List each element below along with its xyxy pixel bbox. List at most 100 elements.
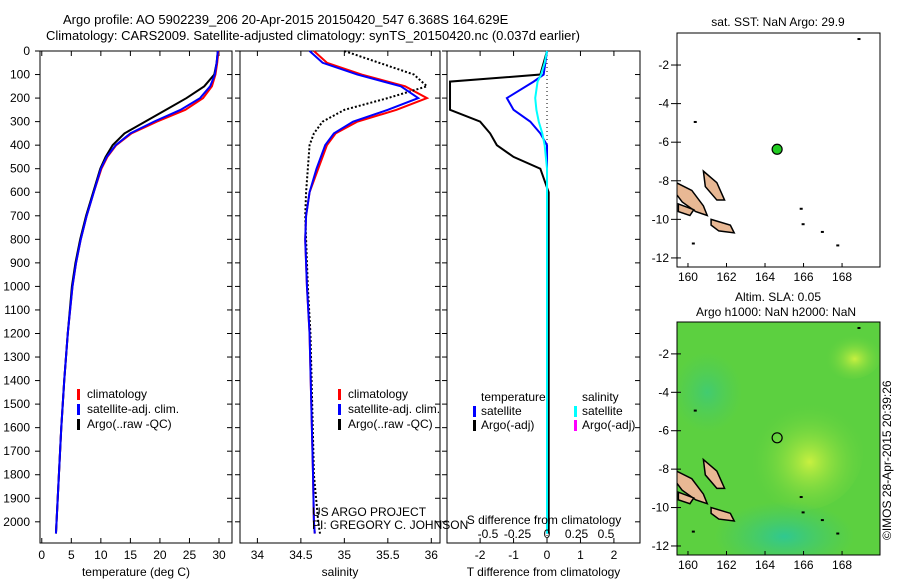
y-tick-label: -6 xyxy=(658,135,669,149)
island xyxy=(702,457,726,490)
plot-frame xyxy=(239,50,441,544)
x-tick-label: 1 xyxy=(577,548,584,562)
x2-tick-label: -0.25 xyxy=(504,527,532,541)
y-tick-label: 300 xyxy=(10,115,30,129)
legend-swatch xyxy=(574,406,577,417)
y-tick-label: -4 xyxy=(658,97,669,111)
sla-low xyxy=(677,352,743,433)
legend-swatch xyxy=(574,420,577,431)
title-line2: Climatology: CARS2009. Satellite-adjuste… xyxy=(46,28,581,43)
annotation-text: US ARGO PROJECT xyxy=(312,505,427,519)
sla-high xyxy=(821,328,880,379)
islet xyxy=(799,207,803,210)
series-t-argo-adj xyxy=(449,50,550,534)
x-tick-label: 160 xyxy=(678,558,698,572)
x-tick-label: -2 xyxy=(475,548,486,562)
y-tick-label: 200 xyxy=(10,91,30,105)
islet xyxy=(691,242,695,245)
y-tick-label: 100 xyxy=(10,68,30,82)
y-tick-label: -2 xyxy=(658,347,669,361)
sla-map-title: Altim. SLA: 0.05 xyxy=(735,290,821,304)
islet xyxy=(836,244,840,247)
islet xyxy=(820,519,824,522)
island xyxy=(677,202,695,217)
islet xyxy=(691,530,695,533)
x-tick-label: 35 xyxy=(338,548,352,562)
y-tick-label: 400 xyxy=(10,138,30,152)
legend-swatch xyxy=(77,389,80,400)
sla-low xyxy=(714,501,855,555)
map-layer xyxy=(677,322,880,555)
y-tick-label: 1300 xyxy=(3,350,30,364)
legend-label: Argo(-adj) xyxy=(481,418,534,432)
x-axis-label: temperature (deg C) xyxy=(82,565,190,579)
plot-frame xyxy=(446,50,641,544)
legend-label: satellite xyxy=(582,404,623,418)
y-tick-label: 1900 xyxy=(3,491,30,505)
y-tick-label: 1600 xyxy=(3,421,30,435)
islet xyxy=(693,120,697,123)
legend-label: satellite-adj. clim. xyxy=(348,402,440,416)
y-tick-label: 500 xyxy=(10,162,30,176)
y-tick-label: 600 xyxy=(10,185,30,199)
islet xyxy=(836,532,840,535)
legend-swatch xyxy=(338,404,341,415)
sst-map-title: sat. SST: NaN Argo: 29.9 xyxy=(711,15,845,29)
series-t-satellite xyxy=(505,50,549,534)
island xyxy=(702,169,726,201)
series-climatology xyxy=(304,50,430,534)
x-tick-label: 5 xyxy=(68,548,75,562)
annotation-text: PI: GREGORY C. JOHNSON xyxy=(312,518,468,532)
x-tick-label: 30 xyxy=(212,548,226,562)
x2-tick-label: 0.25 xyxy=(565,527,589,541)
islet xyxy=(857,326,861,329)
legend-label: satellite-adj. clim. xyxy=(87,402,179,416)
legend-title: temperature xyxy=(481,390,546,404)
x-axis-label: T difference from climatology xyxy=(467,565,621,579)
y-tick-label: -10 xyxy=(652,501,670,515)
y-tick-label: 0 xyxy=(23,44,30,58)
x-tick-label: 160 xyxy=(678,270,698,284)
plot-frame xyxy=(39,50,233,544)
series-s-satellite xyxy=(534,50,549,534)
x-tick-label: 168 xyxy=(832,270,852,284)
y-tick-label: -8 xyxy=(658,462,669,476)
legend-label: Argo(-adj) xyxy=(582,418,635,432)
legend-swatch xyxy=(473,420,476,431)
island xyxy=(710,506,736,522)
x-axis-label: salinity xyxy=(322,565,359,579)
y-tick-label: -12 xyxy=(652,539,670,553)
y-tick-label: -8 xyxy=(658,174,669,188)
islet xyxy=(857,38,861,41)
y-tick-label: 1700 xyxy=(3,444,30,458)
legend-swatch xyxy=(338,389,341,400)
islet xyxy=(799,496,803,499)
sla-map-subtitle: Argo h1000: NaN h2000: NaN xyxy=(696,305,856,319)
x-tick-label: 166 xyxy=(794,558,814,572)
y-tick-label: -4 xyxy=(658,385,669,399)
x-tick-label: 164 xyxy=(755,270,775,284)
y-tick-label: -12 xyxy=(652,251,670,265)
x-tick-label: 10 xyxy=(94,548,108,562)
y-tick-label: 700 xyxy=(10,209,30,223)
island xyxy=(710,218,736,234)
series-argo-raw-qc- xyxy=(54,50,219,534)
island xyxy=(677,491,695,505)
legend-label: climatology xyxy=(87,387,147,401)
legend-title: salinity xyxy=(582,390,619,404)
y-tick-label: -10 xyxy=(652,212,670,226)
x-tick-label: 34 xyxy=(251,548,265,562)
x-tick-label: 162 xyxy=(716,270,736,284)
legend-swatch xyxy=(338,419,341,430)
x2-tick-label: -0.5 xyxy=(478,527,499,541)
x-tick-label: 164 xyxy=(755,558,775,572)
x2-tick-label: 0 xyxy=(544,527,551,541)
y-tick-label: -2 xyxy=(658,58,669,72)
islet xyxy=(820,230,824,233)
x-tick-label: 34.5 xyxy=(289,548,313,562)
y-tick-label: 800 xyxy=(10,232,30,246)
x-tick-label: 25 xyxy=(183,548,197,562)
legend-swatch xyxy=(473,406,476,417)
x-tick-label: -1 xyxy=(508,548,519,562)
x-tick-label: 20 xyxy=(153,548,167,562)
